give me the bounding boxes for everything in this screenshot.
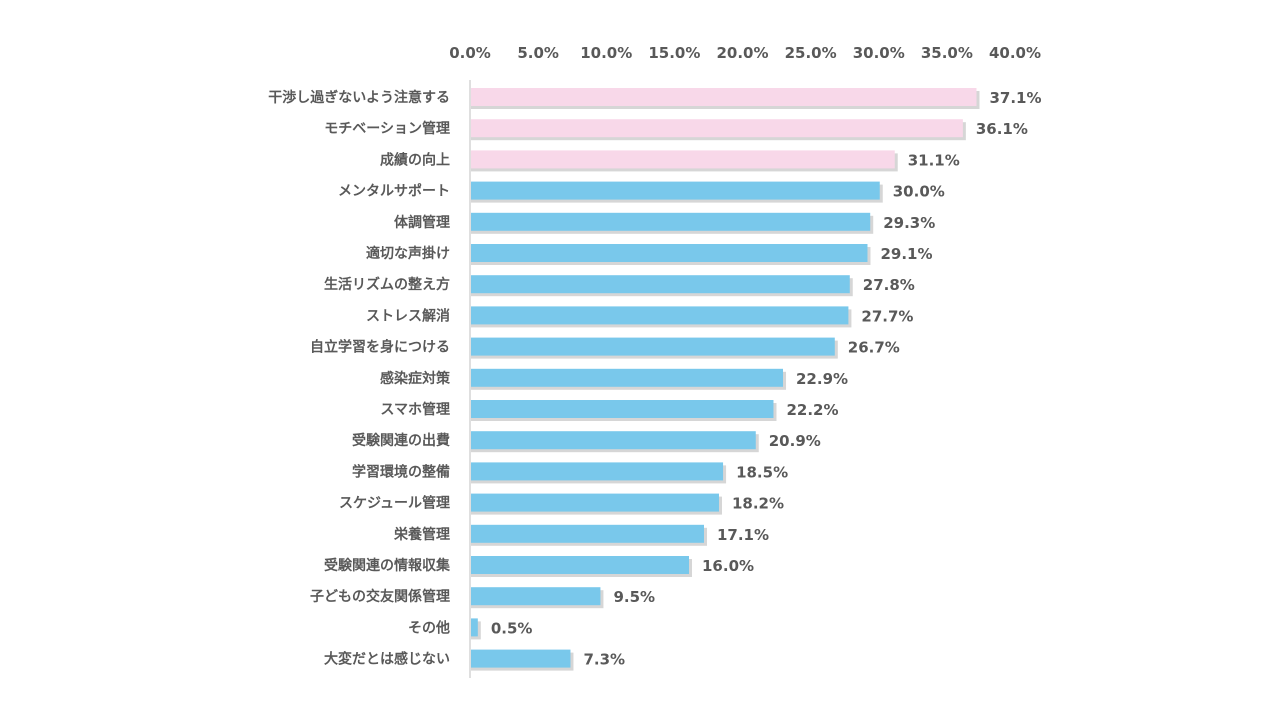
category-label: 成績の向上	[380, 151, 450, 168]
value-label: 17.1%	[717, 526, 769, 544]
x-tick-label: 20.0%	[716, 44, 768, 62]
category-label: 学習環境の整備	[352, 463, 450, 480]
value-label: 18.5%	[736, 463, 788, 481]
category-label: 大変だとは感じない	[324, 651, 450, 668]
category-label: 子どもの交友関係管理	[310, 588, 450, 605]
value-label: 22.9%	[796, 370, 848, 388]
category-label: 受験関連の出費	[352, 432, 450, 449]
category-label: スマホ管理	[380, 401, 450, 418]
bars	[471, 88, 980, 671]
value-label: 29.3%	[883, 214, 935, 232]
value-label: 22.2%	[786, 401, 838, 419]
category-label: 感染症対策	[380, 370, 451, 387]
value-label: 27.7%	[861, 307, 913, 325]
bar	[471, 337, 835, 356]
category-label: 体調管理	[394, 214, 450, 231]
x-tick-label: 10.0%	[580, 44, 632, 62]
category-label: 栄養管理	[393, 526, 450, 543]
value-label: 29.1%	[880, 245, 932, 263]
category-label: モチベーション管理	[324, 120, 450, 137]
value-label: 26.7%	[848, 339, 900, 357]
category-label: 受験関連の情報収集	[324, 557, 451, 574]
bar	[471, 493, 719, 512]
category-label: スケジュール管理	[339, 495, 450, 512]
bar	[471, 88, 977, 106]
bar	[471, 181, 880, 200]
value-label: 31.1%	[908, 151, 960, 169]
category-label: 適切な声掛け	[366, 245, 450, 262]
value-label: 30.0%	[893, 183, 945, 201]
bar	[471, 524, 704, 543]
category-label: メンタルサポート	[338, 183, 450, 200]
value-label: 27.8%	[863, 276, 915, 294]
value-label: 18.2%	[732, 495, 784, 513]
x-tick-label: 30.0%	[853, 44, 905, 62]
value-label: 9.5%	[613, 588, 655, 606]
value-label: 0.5%	[491, 619, 533, 637]
x-tick-label: 25.0%	[785, 44, 837, 62]
category-label: 干渉し過ぎないよう注意する	[268, 89, 450, 106]
value-labels: 37.1% 36.1% 31.1% 30.0% 29.3% 29.1% 27.8% 27.7%…	[491, 89, 1042, 669]
category-labels: 干渉し過ぎないよう注意するモチベーション管理成績の向上メンタルサポート体調管理適…	[268, 89, 451, 668]
category-label: ストレス解消	[366, 307, 450, 324]
category-label: 自立学習を身につける	[310, 339, 450, 356]
x-tick-label: 35.0%	[921, 44, 973, 62]
bar	[471, 119, 963, 138]
bar	[471, 587, 601, 606]
x-tick-label: 5.0%	[517, 44, 559, 62]
value-label: 16.0%	[702, 557, 754, 575]
bar	[471, 400, 774, 418]
value-label: 7.3%	[583, 651, 625, 669]
value-label: 20.9%	[769, 432, 821, 450]
category-label: 生活リズムの整え方	[324, 276, 450, 293]
bar	[471, 556, 689, 574]
bar	[471, 649, 571, 668]
bar	[471, 244, 868, 262]
bar	[471, 306, 849, 325]
bar	[471, 368, 784, 387]
x-tick-label: 0.0%	[449, 44, 491, 62]
x-tick-label: 40.0%	[989, 44, 1041, 62]
x-tick-label: 15.0%	[648, 44, 700, 62]
value-label: 37.1%	[989, 89, 1041, 107]
bar	[471, 431, 756, 450]
bar	[471, 275, 850, 294]
bar	[471, 462, 724, 481]
value-label: 36.1%	[976, 120, 1028, 138]
category-label: その他	[408, 619, 450, 636]
bar	[471, 212, 871, 231]
bar	[471, 618, 478, 637]
x-axis-ticks: 0.0% 5.0% 10.0% 15.0% 20.0% 25.0% 30.0% 35.0% 40…	[449, 44, 1041, 678]
bar	[471, 150, 895, 169]
